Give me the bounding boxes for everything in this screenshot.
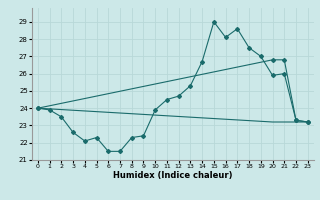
X-axis label: Humidex (Indice chaleur): Humidex (Indice chaleur) xyxy=(113,171,233,180)
